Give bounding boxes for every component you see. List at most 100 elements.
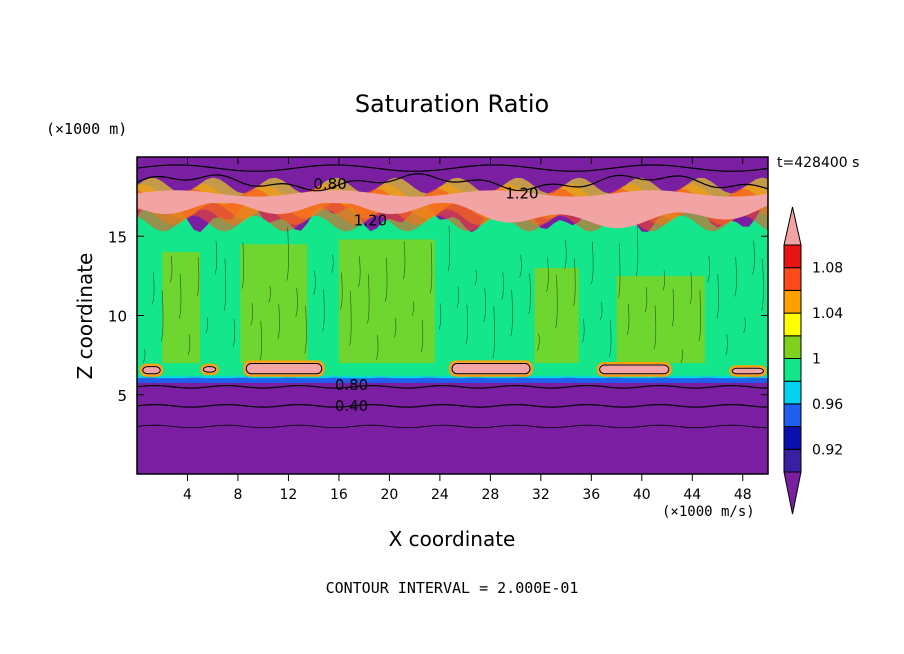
contour-detail [635,226,639,276]
contour-label: 0.40 [335,397,368,415]
contour-detail [644,287,648,313]
y-tick-label: 15 [108,228,127,246]
contour-detail [160,290,164,341]
contour-interval-note: CONTOUR INTERVAL = 2.000E-01 [326,579,579,597]
heatmap-band [139,363,164,377]
heatmap-band [137,378,768,383]
contour-line [142,366,161,375]
colorbar-tick-label: 0.96 [812,397,843,413]
contour-label: 1.20 [505,184,538,202]
contour-detail [528,273,531,315]
y-axis-label: Z coordinate [73,253,97,380]
colorbar-box [783,403,802,428]
contour-detail [151,272,155,305]
contour-detail [546,256,549,292]
contour-detail [591,241,594,284]
contour-detail [465,304,468,345]
contour-detail [662,270,666,291]
contour-detail [617,243,621,299]
contour-detail [689,272,692,305]
colorbar-tick-label: 1.08 [812,261,843,277]
x-tick-label: 32 [532,487,550,503]
contour-detail [510,289,513,337]
contour-detail [223,258,227,311]
x-tick-label: 48 [734,487,752,503]
contour-detail [313,271,316,296]
plot-area: 0.80 1.20 1.20 0.80 0.40 [137,157,768,474]
contour-line [137,384,768,389]
contour-line [137,164,768,172]
contour-detail [626,303,630,335]
x-tick-label: 40 [633,487,651,503]
heatmap-band [729,365,767,377]
contour-detail [393,318,397,338]
contour-detail [420,319,424,353]
contour-detail [761,258,764,311]
contour-line [202,366,217,373]
contour-detail [259,320,262,362]
contour-detail [187,334,191,356]
x-tick-label: 8 [233,487,242,503]
contour-line [599,364,670,375]
contour-detail [680,348,684,364]
contour-detail [582,318,585,343]
contour-detail [143,348,146,364]
contour-detail [250,302,253,326]
x-axis-label: X coordinate [389,527,516,551]
colorbar-box [783,380,802,405]
y-axis: 5 10 15 [108,228,768,405]
colorbar-tick-label: 1 [812,352,821,368]
contour-detail [322,289,325,332]
contour-line [731,367,764,375]
contour-detail [196,257,200,297]
colorbar-box [783,312,802,337]
contour-detail [232,319,236,348]
time-label: t=428400 s [777,155,859,171]
contour-detail [384,257,388,302]
contour-detail [456,286,460,308]
x-tick-label: 4 [183,487,192,503]
colorbar-box [783,244,802,269]
y-tick-label: 5 [117,387,127,405]
chart-title: Saturation Ratio [355,90,549,118]
contour-detail [277,304,280,340]
contour-label: 1.20 [354,211,387,229]
contour-detail [241,242,244,289]
contour-detail [519,255,522,278]
colorbar-box [783,267,802,291]
contour-line [137,403,768,408]
contour-detail [573,258,576,307]
colorbar-box [783,426,802,450]
contour-line [137,424,768,429]
heatmap-band [240,244,308,364]
contour-line [245,362,323,375]
colorbar: 0.92 0.96 1 1.04 1.08 [783,206,843,515]
contour-detail [367,274,370,324]
contour-detail [429,242,433,294]
x-tick-label: 44 [683,487,701,503]
heatmap-band [137,375,768,379]
contour-detail [411,301,415,316]
contour-detail [358,256,361,288]
heatmap-band [243,360,325,377]
y-unit-label: (×1000 m) [46,120,127,138]
contour-detail [716,273,719,319]
colorbar-extend-high [783,206,802,246]
x-tick-label: 28 [481,487,499,503]
contour-detail [752,240,755,275]
x-tick-label: 36 [582,487,600,503]
contour-detail [349,291,352,346]
contour-detail [608,320,612,357]
contour-detail [169,255,173,283]
contour-detail [340,272,343,310]
contour-detail [707,255,710,283]
contour-detail [214,240,218,275]
colorbar-tick-label: 0.92 [812,442,843,458]
contour-label: 0.80 [313,175,346,193]
heatmap-band [448,360,534,377]
contour-detail [599,301,603,321]
contour-detail [331,254,334,273]
colorbar-box [783,335,802,359]
contour-detail [537,333,540,351]
